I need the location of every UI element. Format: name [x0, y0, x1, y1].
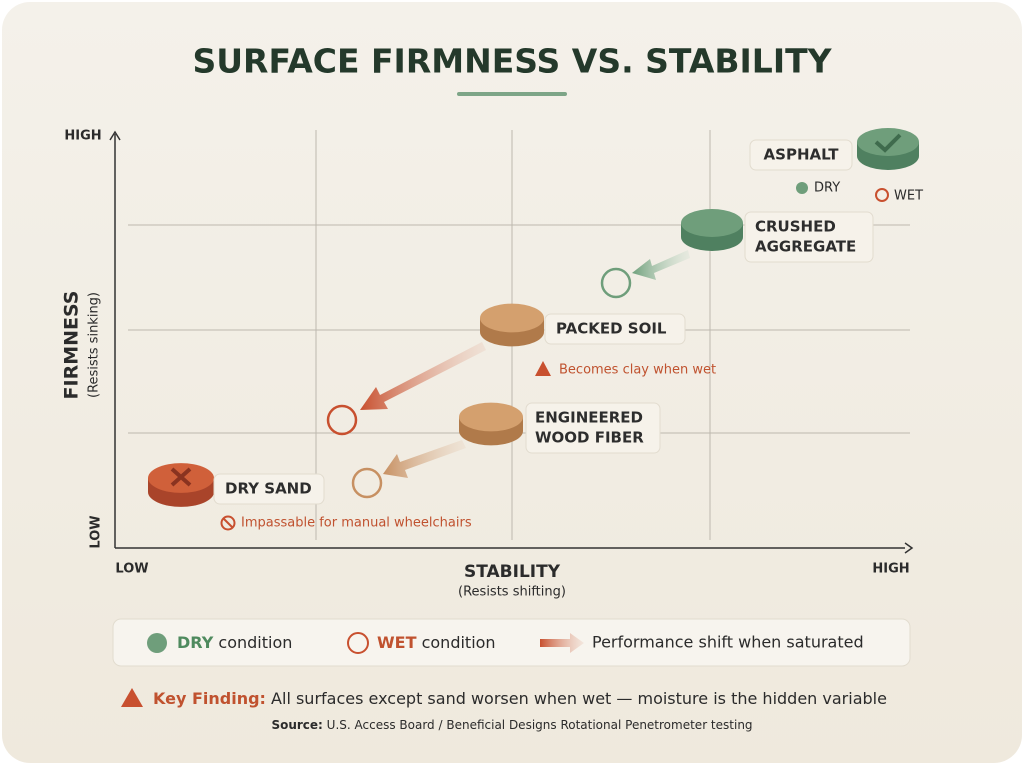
- y-label: FIRMNESS: [61, 291, 83, 400]
- dry-marker: [681, 209, 743, 237]
- node-label: ENGINEERED: [535, 409, 643, 427]
- legend-dry-swatch: [147, 633, 167, 653]
- label-box: [525, 402, 661, 454]
- dry-key-dot: [796, 182, 808, 194]
- source: Source: U.S. Access Board / Beneficial D…: [271, 718, 752, 732]
- shift-arrow: [360, 342, 486, 410]
- shapes: [148, 128, 919, 507]
- x-low: LOW: [115, 562, 148, 577]
- note: Impassable for manual wheelchairs: [241, 516, 472, 531]
- legend-wet-swatch: [347, 632, 369, 654]
- node-label: CRUSHED: [755, 218, 836, 236]
- y-arrow: [109, 130, 121, 141]
- label-box: [544, 313, 686, 345]
- node-label: ASPHALT: [764, 146, 840, 164]
- label-box: [749, 139, 853, 171]
- title: SURFACE FIRMNESS VS. STABILITY: [192, 42, 832, 81]
- node-label: WOOD FIBER: [535, 429, 644, 447]
- no-icon: [220, 515, 236, 531]
- dry-key: DRY: [814, 181, 840, 196]
- y-low: LOW: [89, 515, 104, 548]
- wet-marker: [326, 404, 358, 436]
- x-icon: [170, 467, 192, 487]
- shift-arrow: [383, 440, 466, 478]
- shift-arrow: [632, 250, 690, 280]
- wet-key-dot: [875, 188, 889, 202]
- dry-marker: [459, 402, 523, 432]
- wet-key: WET: [894, 189, 923, 204]
- y-sublabel: (Resists sinking): [87, 292, 102, 398]
- wet-marker: [351, 467, 383, 499]
- legend: [112, 618, 911, 667]
- y-high: HIGH: [64, 129, 101, 144]
- x-high: HIGH: [872, 562, 909, 577]
- legend-text: WET condition: [377, 633, 496, 652]
- x-sublabel: (Resists shifting): [458, 585, 566, 600]
- label-box: [744, 211, 874, 263]
- x-arrow: [904, 542, 914, 554]
- node-label: AGGREGATE: [755, 238, 856, 256]
- legend-arrow: [540, 633, 584, 653]
- dry-marker: [857, 128, 919, 156]
- note: Becomes clay when wet: [559, 363, 716, 378]
- node-label: PACKED SOIL: [556, 320, 667, 338]
- title-underline: [457, 92, 567, 96]
- warning-icon: [535, 361, 551, 376]
- legend-text: Performance shift when saturated: [592, 633, 864, 652]
- no-icon: [222, 517, 234, 529]
- label-box: [213, 473, 325, 505]
- warning-icon: [121, 688, 143, 707]
- check-icon: [874, 133, 902, 153]
- legend-text: DRY condition: [177, 633, 292, 652]
- x-label: STABILITY: [464, 562, 561, 582]
- dry-marker: [480, 303, 544, 333]
- wet-marker: [600, 267, 632, 299]
- node-label: DRY SAND: [225, 480, 312, 498]
- finding: Key Finding: All surfaces except sand wo…: [153, 689, 887, 708]
